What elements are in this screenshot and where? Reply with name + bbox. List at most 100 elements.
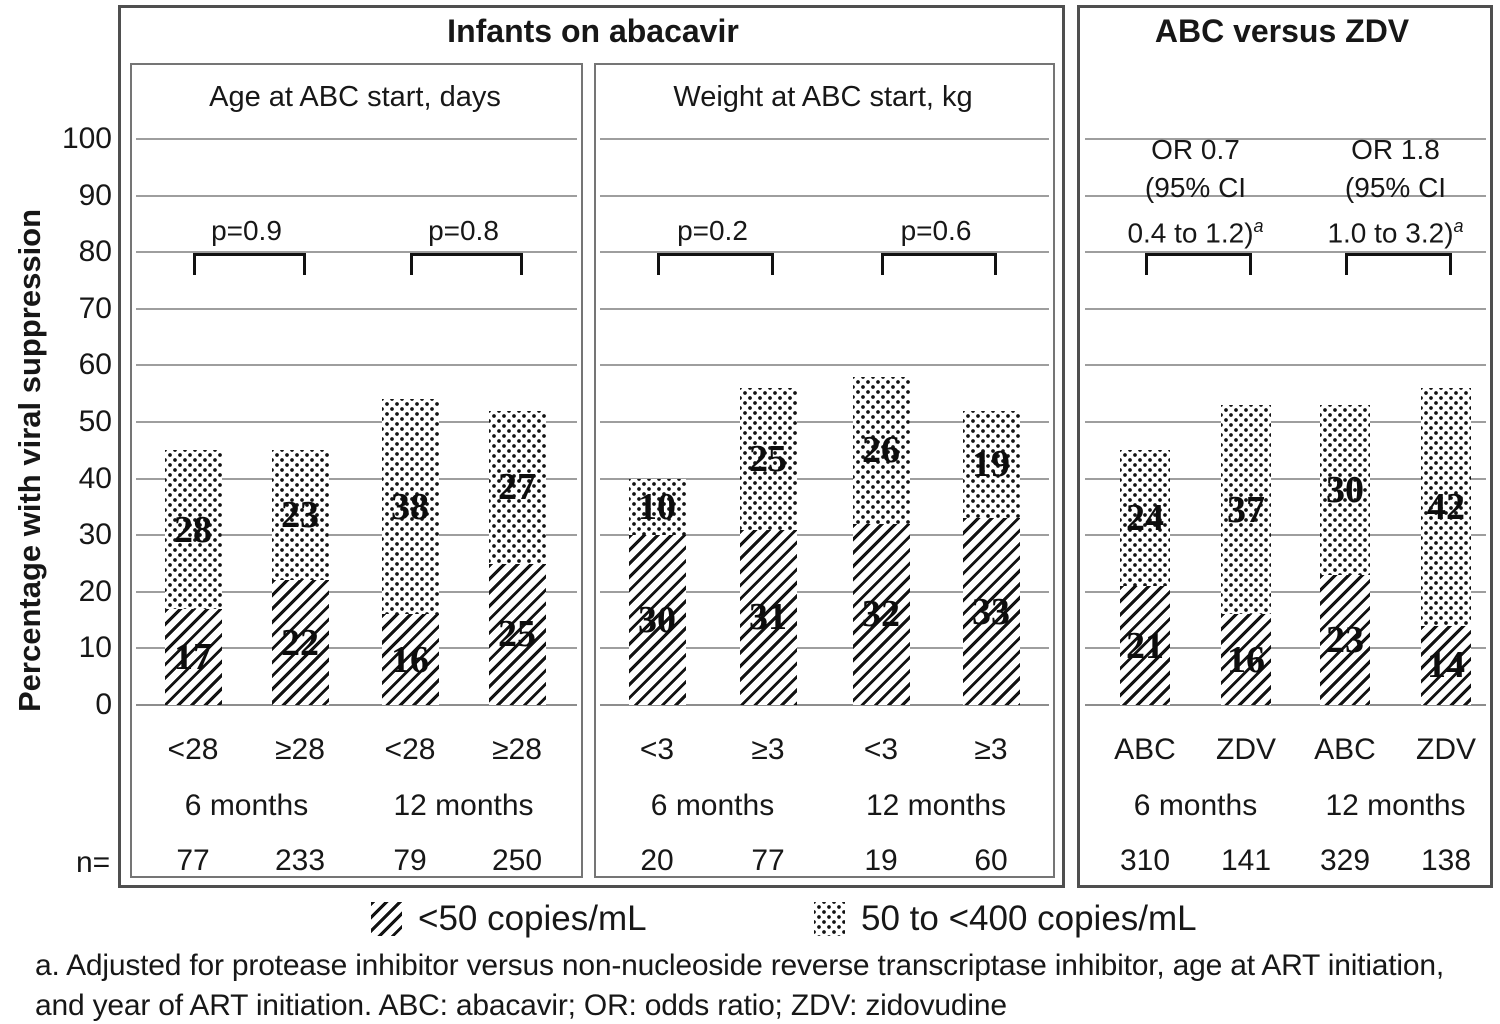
n-value: 19: [864, 844, 898, 877]
bar-segment-50to400: 19: [962, 410, 1020, 519]
y-tick-label: 20: [78, 574, 112, 608]
comparison-bracket: [1145, 253, 1252, 275]
bar-value-label: 24: [1126, 497, 1164, 540]
footnote-marker: a: [1453, 216, 1464, 236]
y-tick-label: 70: [78, 291, 112, 325]
gridline: [136, 138, 577, 140]
comparison-bracket: [193, 253, 306, 275]
gridline: [1085, 364, 1486, 367]
gridline: [600, 364, 1049, 367]
category-label: <3: [639, 733, 675, 766]
gridline: [1085, 194, 1486, 197]
gridline: [136, 590, 577, 593]
bar-segment-lt50: 31: [739, 529, 797, 705]
bar-value-label: 31: [749, 596, 787, 639]
n-value: 250: [491, 844, 543, 877]
category-label: ABC: [1114, 733, 1176, 766]
gridline: [600, 251, 1049, 254]
left-outer-box: [118, 5, 1065, 888]
bar-value-label: 28: [174, 508, 212, 551]
annotation-line: (95% CI: [1344, 172, 1447, 203]
bar-segment-lt50: 16: [381, 614, 439, 705]
bar-value-label: 33: [972, 590, 1010, 633]
category-label: <28: [167, 733, 219, 766]
bar-segment-lt50: 33: [962, 518, 1020, 705]
bar-value-label: 25: [749, 437, 787, 480]
group-label: 12 months: [393, 789, 534, 822]
or-annotation: OR 0.7 (95% CI 0.4 to 1.2)a: [1081, 131, 1311, 252]
bar-value-label: 32: [862, 593, 900, 636]
bar-value-label: 30: [638, 599, 676, 642]
bar-value-label: 23: [1326, 618, 1364, 661]
age-subpanel-box: [130, 63, 583, 878]
n-value: 20: [640, 844, 674, 877]
legend-label: 50 to <400 copies/mL: [861, 899, 1197, 938]
n-value: 77: [751, 844, 785, 877]
gridline: [136, 194, 577, 197]
gridline: [600, 647, 1049, 650]
legend-label: <50 copies/mL: [418, 899, 647, 938]
bar-segment-lt50: 25: [488, 563, 546, 705]
y-tick-label: 50: [78, 405, 112, 438]
bar-segment-50to400: 23: [271, 450, 329, 581]
bar-segment-lt50: 30: [628, 535, 686, 705]
gridline: [600, 138, 1049, 140]
gridline: [600, 704, 1049, 706]
gridline: [600, 421, 1049, 423]
gridline: [1085, 477, 1486, 480]
category-label: ZDV: [1416, 733, 1476, 766]
category-label: ≥28: [492, 733, 542, 766]
legend-item-50to400: 50 to <400 copies/mL: [814, 897, 1197, 941]
footnote-line-2: and year of ART initiation. ABC: abacavi…: [35, 989, 1007, 1022]
bar-segment-50to400: 28: [164, 450, 222, 609]
n-value: 329: [1319, 844, 1371, 877]
group-label: 12 months: [1325, 789, 1466, 822]
gridline: [1085, 251, 1486, 254]
annotation-line: p=0.8: [428, 215, 499, 246]
bar-value-label: 16: [1227, 638, 1265, 681]
y-tick-label: 60: [78, 348, 112, 382]
comparison-bracket: [657, 253, 774, 275]
y-tick-label: 40: [78, 461, 112, 495]
gridline: [1085, 590, 1486, 593]
gridline: [1085, 307, 1486, 310]
dots-swatch-icon: [814, 902, 845, 936]
gridline: [136, 251, 577, 254]
footnote-marker: a: [1253, 216, 1264, 236]
bar-value-label: 25: [498, 613, 536, 656]
category-label: ABC: [1314, 733, 1376, 766]
bar-segment-50to400: 10: [628, 478, 686, 536]
n-value: 79: [393, 844, 427, 877]
gridline: [1085, 704, 1486, 706]
category-label: ≥3: [974, 733, 1008, 766]
gridline: [600, 307, 1049, 310]
annotation-line: 1.0 to 3.2)a: [1327, 216, 1464, 249]
n-value: 233: [274, 844, 326, 877]
gridline: [136, 364, 577, 367]
y-tick-label: 10: [78, 631, 112, 665]
y-tick-label: 90: [78, 178, 112, 212]
y-tick-label: 80: [78, 235, 112, 269]
weight-subpanel-box: [594, 63, 1055, 878]
gridline: [600, 534, 1049, 537]
gridline: [136, 477, 577, 480]
n-value: 141: [1220, 844, 1272, 877]
annotation-line: OR 1.8: [1351, 134, 1440, 165]
hatch-swatch-icon: [371, 902, 402, 936]
bar-segment-lt50: 22: [271, 580, 329, 705]
gridline: [136, 421, 577, 423]
bar-segment-50to400: 38: [381, 399, 439, 615]
bar-segment-50to400: 37: [1221, 405, 1271, 615]
bar-value-label: 19: [972, 443, 1010, 486]
legend-item-lt50: <50 copies/mL: [371, 897, 647, 941]
group-label: 6 months: [1133, 789, 1258, 822]
bar-segment-50to400: 42: [1421, 388, 1471, 626]
p-value-annotation: p=0.2: [598, 212, 828, 250]
bar-segment-lt50: 17: [164, 608, 222, 705]
gridline: [1085, 647, 1486, 650]
n-equals-label: n=: [76, 846, 111, 879]
bar-value-label: 30: [1326, 468, 1364, 511]
age-subpanel-header: Age at ABC start, days: [209, 81, 501, 113]
right-panel-title: ABC versus ZDV: [1154, 13, 1410, 49]
